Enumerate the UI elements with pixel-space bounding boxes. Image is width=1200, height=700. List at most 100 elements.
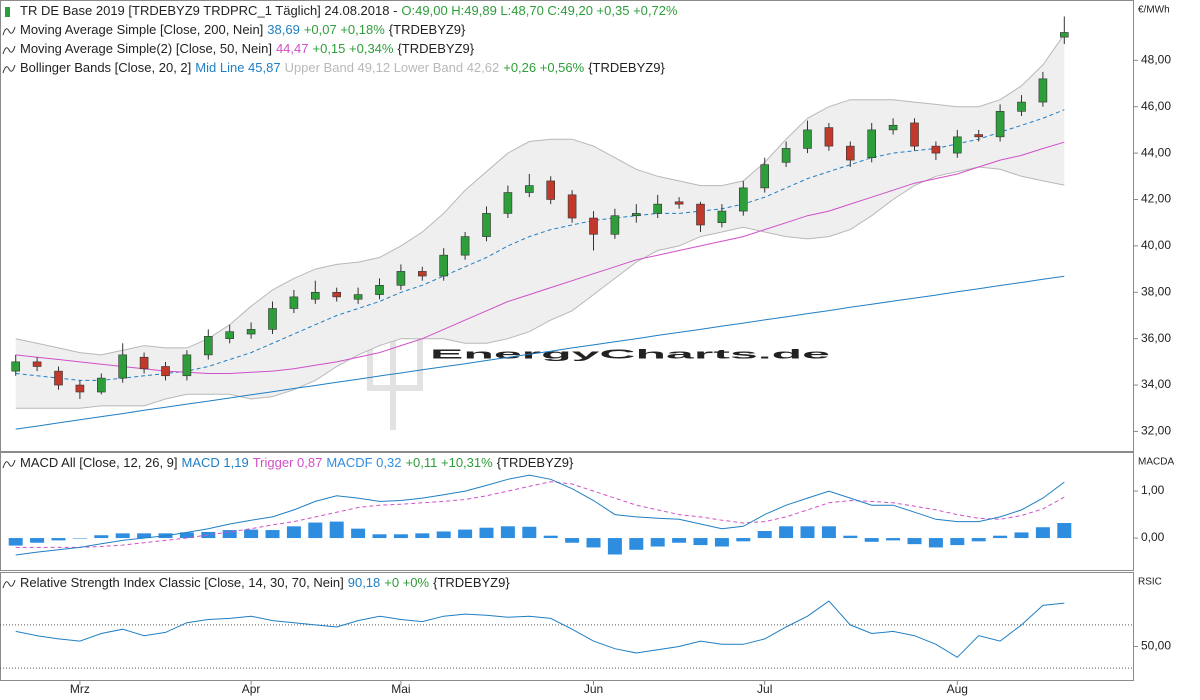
macdf-bar: [329, 521, 344, 539]
legend-text: +0,11 +10,31%: [405, 455, 493, 470]
candle-body: [11, 361, 20, 372]
legend-text: +0 +0%: [384, 575, 429, 590]
panel-frames: [0, 0, 1134, 681]
candle-body: [439, 254, 449, 277]
y-tick-label: 1,00: [1141, 483, 1165, 497]
macdf-bar: [479, 527, 494, 539]
candle-body: [674, 201, 684, 205]
candle-body: [268, 308, 277, 330]
x-tick-label: Jun: [584, 682, 603, 696]
y-tick-label: 34,00: [1141, 377, 1171, 391]
candle-body: [503, 192, 513, 214]
macdf-bar: [179, 532, 194, 539]
legend-text: {TRDEBYZ9}: [433, 575, 510, 590]
legend-text: MACDF 0,32: [326, 455, 401, 470]
candle-body: [246, 329, 256, 335]
legend-icon: [2, 579, 16, 589]
candle-body: [225, 331, 234, 339]
macdf-bar: [72, 538, 87, 539]
legend-text: Trigger 0,87: [253, 455, 323, 470]
y-tick-label: 48,00: [1141, 52, 1171, 66]
candle-body: [803, 129, 812, 149]
macdf-bar: [436, 531, 451, 539]
legend-text: MACD 1,19: [182, 455, 249, 470]
candle-body: [75, 384, 85, 393]
y-tick-label: 42,00: [1141, 192, 1171, 206]
legend-entry: Moving Average Simple(2) [Close, 50, Nei…: [20, 41, 475, 56]
candle-body: [1038, 78, 1048, 103]
macdf-bar: [8, 538, 23, 546]
moving-average: [15, 275, 1065, 430]
legend-entry: TR DE Base 2019 [TRDEBYZ9 TRDPRC_1 Tägli…: [20, 3, 678, 18]
legend-entry: Relative Strength Index Classic [Close, …: [20, 575, 510, 590]
macdf-bar: [779, 526, 794, 539]
macdf-bar: [928, 538, 943, 548]
macdf-bar: [672, 538, 687, 543]
y-tick-label: 36,00: [1141, 331, 1171, 345]
axis-unit: €/MWh: [1138, 5, 1170, 16]
candle-body: [696, 203, 705, 226]
macdf-bar: [693, 538, 708, 546]
macdf-bar: [201, 531, 216, 539]
x-tick-label: Jul: [757, 682, 772, 696]
candle-body: [888, 124, 898, 131]
candle-body: [546, 180, 556, 200]
macdf-bar: [886, 538, 901, 541]
x-tick-label: Apr: [242, 682, 261, 696]
macdf-bar: [843, 535, 858, 539]
macdf-bar: [800, 526, 815, 539]
macdf-bar: [565, 538, 580, 543]
macdf-bar: [244, 529, 259, 539]
candle-body: [97, 377, 106, 393]
candle-body: [161, 366, 170, 377]
macdf-bar: [714, 538, 729, 547]
rsi-line: [15, 600, 1065, 658]
y-tick-label: 50,00: [1141, 639, 1171, 653]
legend-text: MACD All [Close, 12, 26, 9]: [20, 455, 178, 470]
legend-icon: [2, 45, 16, 55]
legend-icon: [2, 459, 16, 469]
candle-body: [375, 285, 384, 295]
legend-entry: Bollinger Bands [Close, 20, 2] Mid Line 4…: [20, 60, 665, 75]
macdf-bar: [372, 534, 387, 539]
candle-body: [310, 291, 320, 300]
macdf-bar: [393, 534, 408, 539]
candle-body: [524, 185, 534, 193]
macdf-bar: [1057, 523, 1072, 539]
axis-unit: MACDA: [1138, 457, 1174, 468]
candle-body: [653, 203, 663, 214]
y-tick-label: 46,00: [1141, 99, 1171, 113]
legend-text: 44,47: [276, 41, 309, 56]
macdf-bar: [522, 526, 537, 539]
candle-body: [631, 213, 641, 217]
macdf-bar: [907, 538, 922, 545]
legend-text: {TRDEBYZ9}: [389, 22, 466, 37]
x-tick-label: Aug: [947, 682, 968, 696]
legend-text: TR DE Base 2019 [TRDEBYZ9 TRDPRC_1 Tägli…: [20, 3, 397, 18]
candle-body: [781, 148, 791, 163]
macdf-bar: [351, 528, 366, 539]
legend-icon: [2, 64, 16, 74]
legend-text: +0,26 +0,56%: [503, 60, 584, 75]
macdf-bar: [586, 538, 601, 548]
legend-text: Bollinger Bands [Close, 20, 2]: [20, 60, 191, 75]
candle-body: [610, 215, 620, 235]
macdf-bar: [736, 538, 751, 542]
macdf-bar: [950, 538, 965, 546]
legend-text: Mid Line 45,87: [195, 60, 280, 75]
axis-unit: RSIC: [1138, 577, 1162, 588]
bollinger-band: [15, 34, 1065, 409]
legend-text: {TRDEBYZ9}: [397, 41, 474, 56]
legend-text: +0,07 +0,18%: [304, 22, 385, 37]
candle-body: [289, 296, 299, 309]
legend-text: Relative Strength Index Classic [Close, …: [20, 575, 344, 590]
macdf-bar: [607, 538, 622, 555]
x-tick-label: Mai: [391, 682, 410, 696]
candle-body: [995, 111, 1005, 138]
legend-text: Moving Average Simple [Close, 200, Nein]: [20, 22, 263, 37]
candle-body: [1060, 32, 1069, 38]
macdf-bar: [1035, 527, 1050, 539]
legend-entry: Moving Average Simple [Close, 200, Nein]…: [20, 22, 466, 37]
candle-body: [867, 129, 877, 159]
